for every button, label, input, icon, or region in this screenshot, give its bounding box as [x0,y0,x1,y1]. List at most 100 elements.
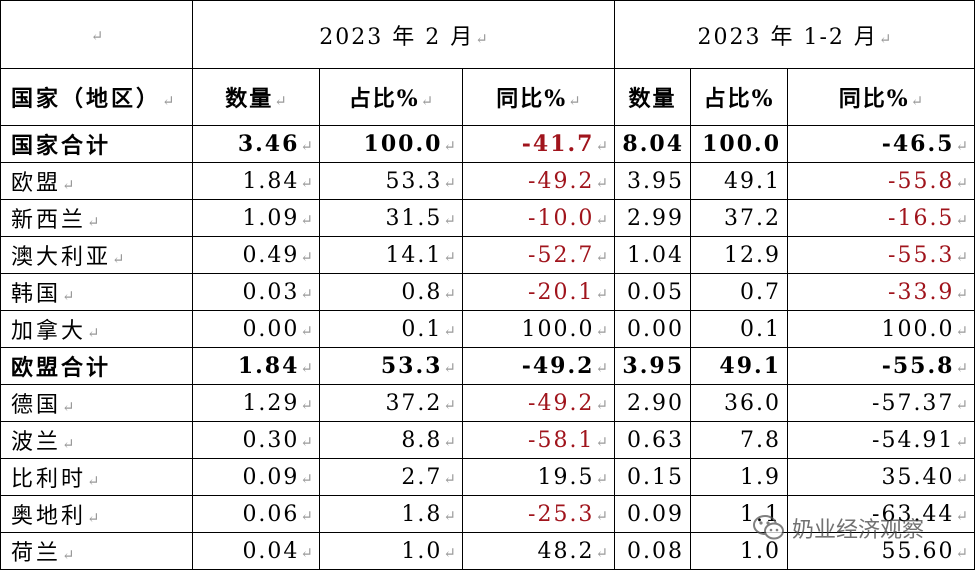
value-text: 0.08 [627,538,685,564]
return-mark: ↵ [300,321,313,340]
value-cell: 36.0 [690,384,789,422]
value-text: 31.5 [385,205,443,231]
value-cell: 1.84↵ [192,162,320,200]
value-text: 8.8 [401,427,443,453]
country-name: 奥地利 [11,504,87,529]
return-mark: ↵ [420,92,434,110]
value-text: 0.09 [242,464,300,490]
return-mark: ↵ [62,546,75,564]
value-text: -46.5 [881,131,955,157]
period1-header: 2023 年 2 月↵ [191,0,616,69]
return-mark: ↵ [443,321,456,340]
value-cell: 0.00 [614,310,692,348]
value-cell: 12.9 [690,236,789,274]
value-cell: -55.8↵ [787,347,975,385]
value-cell: 1.04 [614,236,692,274]
value-text: 0.03 [242,279,300,305]
value-cell: 100.0↵ [319,125,463,163]
value-cell: -25.3↵ [461,495,616,533]
value-cell: -10.0↵ [461,199,616,237]
country-name: 比利时 [11,467,87,492]
value-cell: 3.46↵ [192,125,320,163]
period2-header: 2023 年 1-2 月↵ [614,0,975,69]
value-text: 100.0 [881,316,955,342]
country-name: 加拿大 [11,319,87,344]
value-text: -10.0 [528,205,595,231]
value-cell: 48.2↵ [461,532,616,570]
value-cell: 0.63 [614,421,692,459]
value-cell: 0.8↵ [319,273,463,311]
value-cell: 19.5↵ [461,458,616,496]
value-text: 0.8 [401,279,443,305]
value-text: 0.15 [627,464,685,490]
country-cell: 奥地利↵ [0,495,193,533]
value-text: 37.2 [385,390,443,416]
period2-label: 2023 年 1-2 月 [697,24,878,50]
return-mark: ↵ [87,213,100,231]
table-row: 波兰↵ 0.30↵ 8.8↵ -58.1↵ 0.63 7.8 -54.91↵ [0,421,975,459]
value-cell: 100.0↵ [787,310,975,348]
value-text: -63.44 [872,501,955,527]
value-cell: 31.5↵ [319,199,463,237]
value-text: 53.3 [380,353,443,379]
value-cell: 0.09 [614,495,692,533]
return-mark: ↵ [300,543,313,562]
return-mark: ↵ [910,92,924,110]
country-name: 国家合计 [11,133,112,159]
return-mark: ↵ [595,469,609,488]
value-cell: 0.00↵ [192,310,320,348]
corner-cell: ↵ [0,0,193,69]
value-cell: 2.7↵ [319,458,463,496]
return-mark: ↵ [955,321,969,340]
return-mark: ↵ [595,432,609,451]
yoy-header-label: 同比% [496,86,568,112]
return-mark: ↵ [62,176,75,194]
value-text: -58.1 [528,427,595,453]
value-text: -20.1 [528,279,595,305]
value-cell: 49.1 [690,162,789,200]
return-mark: ↵ [878,29,892,48]
value-cell: 3.95 [614,162,692,200]
value-cell: 35.40↵ [787,458,975,496]
return-mark: ↵ [162,92,175,110]
value-cell: 1.1 [690,495,789,533]
return-mark: ↵ [300,210,313,229]
qty-header-1: 数量↵ [192,68,320,126]
value-cell: 1.0↵ [319,532,463,570]
country-name: 新西兰 [11,208,87,233]
value-text: 2.90 [627,390,685,416]
value-text: 1.29 [242,390,300,416]
value-cell: 0.04↵ [192,532,320,570]
value-text: 0.09 [627,501,685,527]
value-text: 100.0 [702,131,782,157]
value-cell: -49.2↵ [461,162,616,200]
value-cell: -57.37↵ [787,384,975,422]
value-cell: -41.7↵ [461,125,616,163]
value-cell: 2.90 [614,384,692,422]
return-mark: ↵ [475,29,488,48]
value-text: 0.00 [242,316,300,342]
value-text: 0.00 [627,316,685,342]
value-cell: 7.8 [690,421,789,459]
value-text: 0.05 [627,279,685,305]
country-cell: 欧盟合计 [0,347,193,385]
value-text: -55.8 [881,353,955,379]
value-cell: 0.49↵ [192,236,320,274]
value-text: -54.91 [872,427,955,453]
return-mark: ↵ [595,137,609,155]
table-row: 加拿大↵ 0.00↵ 0.1↵ 100.0↵ 0.00 0.1 100.0↵ [0,310,975,348]
return-mark: ↵ [62,435,75,453]
return-mark: ↵ [595,359,609,377]
return-mark: ↵ [443,137,456,155]
value-cell: -52.7↵ [461,236,616,274]
value-text: 100.0 [521,316,595,342]
table-row: 新西兰↵ 1.09↵ 31.5↵ -10.0↵ 2.99 37.2 -16.5↵ [0,199,975,237]
return-mark: ↵ [955,432,969,451]
qty-header-label: 数量 [225,86,274,112]
yoy-header-1: 同比%↵ [461,68,616,126]
value-cell: -49.2↵ [461,384,616,422]
return-mark: ↵ [955,284,969,303]
country-cell: 比利时↵ [0,458,193,496]
value-text: 48.2 [537,538,595,564]
